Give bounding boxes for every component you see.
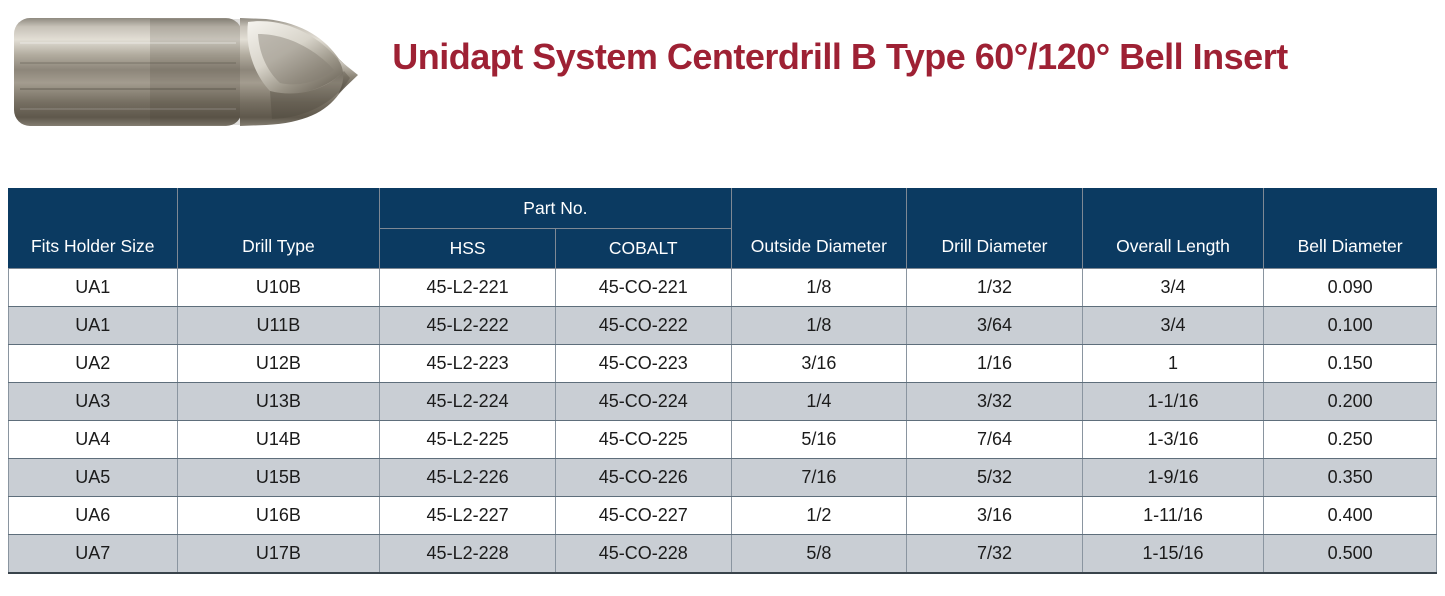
table-cell: U11B — [176, 306, 381, 345]
table-cell: 45-L2-227 — [379, 496, 556, 535]
table-cell: 1-15/16 — [1081, 534, 1265, 574]
table-cell: 7/16 — [730, 458, 908, 497]
table-row: UA5 U15B 45-L2-226 45-CO-226 7/16 5/32 1-9/16 0… — [8, 458, 1437, 497]
table-cell: 1/32 — [906, 268, 1083, 307]
table-row: UA3 U13B 45-L2-224 45-CO-224 1/4 3/32 1-1/16 0.… — [8, 382, 1437, 421]
table-body: UA1 U10B 45-L2-221 45-CO-221 1/8 1/32 3/4 0.090… — [8, 268, 1437, 574]
table-cell: 1-11/16 — [1081, 496, 1265, 535]
col-header-overall-length: Overall Length — [1081, 188, 1265, 269]
table-cell: U13B — [176, 382, 381, 421]
table-cell: 5/16 — [730, 420, 908, 459]
table-cell: 0.150 — [1263, 344, 1437, 383]
table-cell: UA1 — [8, 268, 178, 307]
table-cell: 5/32 — [906, 458, 1083, 497]
table-cell: 45-CO-221 — [554, 268, 732, 307]
table-cell: 3/64 — [906, 306, 1083, 345]
spec-table: Fits Holder Size Drill Type Part No. Out… — [8, 188, 1437, 574]
table-cell: 45-CO-228 — [554, 534, 732, 574]
table-cell: 45-L2-226 — [379, 458, 556, 497]
col-header-hss: HSS — [379, 228, 556, 269]
table-cell: 0.500 — [1263, 534, 1437, 574]
table-cell: 3/16 — [730, 344, 908, 383]
table-cell: UA5 — [8, 458, 178, 497]
table-cell: 1/2 — [730, 496, 908, 535]
table-cell: 1/8 — [730, 306, 908, 345]
table-cell: 0.200 — [1263, 382, 1437, 421]
table-cell: 0.400 — [1263, 496, 1437, 535]
table-cell: UA6 — [8, 496, 178, 535]
table-cell: 45-CO-226 — [554, 458, 732, 497]
table-cell: 1-9/16 — [1081, 458, 1265, 497]
table-cell: 45-L2-222 — [379, 306, 556, 345]
table-cell: 45-CO-227 — [554, 496, 732, 535]
table-cell: 0.100 — [1263, 306, 1437, 345]
page-title: Unidapt System Centerdrill B Type 60°/12… — [392, 36, 1288, 77]
table-cell: 1/16 — [906, 344, 1083, 383]
table-cell: U15B — [176, 458, 381, 497]
col-header-drill-type: Drill Type — [176, 188, 381, 269]
table-cell: 1/8 — [730, 268, 908, 307]
table-cell: 1-1/16 — [1081, 382, 1265, 421]
product-photo — [8, 4, 360, 140]
table-row: UA1 U11B 45-L2-222 45-CO-222 1/8 3/64 3/4 0.100 — [8, 306, 1437, 345]
table-cell: UA2 — [8, 344, 178, 383]
col-header-fits-holder-size: Fits Holder Size — [8, 188, 178, 269]
table-cell: 45-CO-223 — [554, 344, 732, 383]
table-cell: UA4 — [8, 420, 178, 459]
table-cell: 45-CO-225 — [554, 420, 732, 459]
table-cell: U16B — [176, 496, 381, 535]
table-row: UA6 U16B 45-L2-227 45-CO-227 1/2 3/16 1-11/16 0… — [8, 496, 1437, 535]
centerdrill-illustration — [14, 18, 358, 126]
table-cell: U12B — [176, 344, 381, 383]
table-cell: U17B — [176, 534, 381, 574]
table-cell: 1-3/16 — [1081, 420, 1265, 459]
table-cell: 7/32 — [906, 534, 1083, 574]
table-cell: 45-L2-223 — [379, 344, 556, 383]
table-cell: 0.250 — [1263, 420, 1437, 459]
table-cell: 0.090 — [1263, 268, 1437, 307]
table-row: UA7 U17B 45-L2-228 45-CO-228 5/8 7/32 1-15/16 0… — [8, 534, 1437, 574]
table-row: UA2 U12B 45-L2-223 45-CO-223 3/16 1/16 1 0.150 — [8, 344, 1437, 383]
col-group-part-no: Part No. — [379, 188, 732, 229]
table-cell: 3/4 — [1081, 268, 1265, 307]
table-cell: 45-L2-221 — [379, 268, 556, 307]
table-cell: 45-L2-224 — [379, 382, 556, 421]
table-cell: 5/8 — [730, 534, 908, 574]
table-cell: 45-CO-222 — [554, 306, 732, 345]
table-cell: 0.350 — [1263, 458, 1437, 497]
col-header-drill-diameter: Drill Diameter — [906, 188, 1083, 269]
table-cell: UA1 — [8, 306, 178, 345]
table-cell: 45-L2-225 — [379, 420, 556, 459]
table-cell: UA3 — [8, 382, 178, 421]
table-row: UA4 U14B 45-L2-225 45-CO-225 5/16 7/64 1-3/16 0… — [8, 420, 1437, 459]
table-cell: U14B — [176, 420, 381, 459]
col-header-cobalt: COBALT — [554, 228, 732, 269]
table-cell: 7/64 — [906, 420, 1083, 459]
col-header-outside-diameter: Outside Diameter — [730, 188, 908, 269]
table-row: UA1 U10B 45-L2-221 45-CO-221 1/8 1/32 3/4 0.090 — [8, 268, 1437, 307]
table-cell: U10B — [176, 268, 381, 307]
table-header: Fits Holder Size Drill Type Part No. Out… — [8, 188, 1437, 269]
table-cell: 3/32 — [906, 382, 1083, 421]
table-cell: 45-L2-228 — [379, 534, 556, 574]
table-cell: 3/4 — [1081, 306, 1265, 345]
table-cell: 1 — [1081, 344, 1265, 383]
table-cell: 3/16 — [906, 496, 1083, 535]
table-cell: 45-CO-224 — [554, 382, 732, 421]
col-header-bell-diameter: Bell Diameter — [1263, 188, 1437, 269]
table-cell: UA7 — [8, 534, 178, 574]
table-cell: 1/4 — [730, 382, 908, 421]
